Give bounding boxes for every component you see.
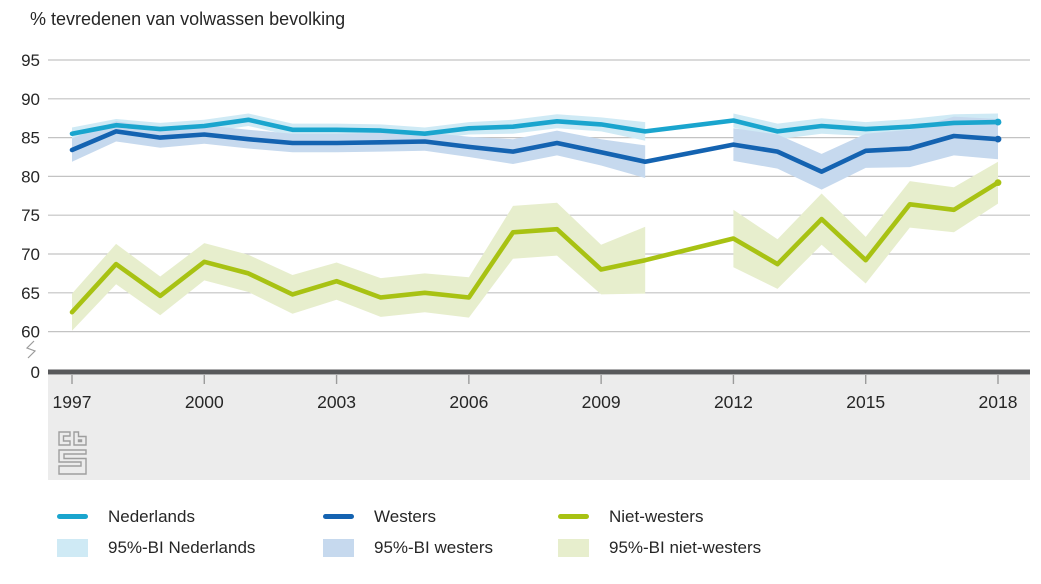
legend-band-swatch-ci-niet-westers [558, 538, 589, 557]
x-tick-label-2000: 2000 [185, 392, 224, 412]
y-axis-break-icon [25, 340, 37, 359]
series-line-nederlands [69, 117, 1001, 136]
plot-area: 95 90 85 80 75 70 65 60 0 1997 2000 2003 2006 2009 201… [21, 51, 1030, 480]
legend-item-nederlands: Nederlands [57, 506, 195, 527]
x-tick-label-1997: 1997 [53, 392, 92, 412]
y-tick-label-90: 90 [21, 90, 40, 109]
cbs-logo-s [58, 449, 87, 475]
x-tick-label-2009: 2009 [582, 392, 621, 412]
x-tick-label-2018: 2018 [979, 392, 1018, 412]
legend-label-ci-niet-westers: 95%-BI niet-westers [609, 537, 762, 557]
y-tick-label-65: 65 [21, 284, 40, 303]
y-tick-label-95: 95 [21, 51, 40, 70]
y-tick-label-75: 75 [21, 206, 40, 225]
x-tick-label-2003: 2003 [317, 392, 356, 412]
legend-line-swatch-westers [323, 514, 354, 519]
ci-band-niet-westers-seg0 [72, 202, 646, 331]
cbs-logo-c [58, 431, 71, 446]
legend-item-ci-nederlands: 95%-BI Nederlands [57, 537, 255, 558]
legend-line-swatch-nederlands [57, 514, 88, 519]
x-axis-footer-band [48, 375, 1030, 480]
series-line-niet-westers [69, 180, 1001, 315]
legend-label-westers: Westers [374, 506, 437, 526]
legend-label-ci-nederlands: 95%-BI Nederlands [108, 537, 256, 557]
ci-band-nederlands-seg0 [72, 113, 646, 141]
endpoint-dot-westers [994, 135, 1002, 143]
y-tick-label-60: 60 [21, 323, 40, 342]
chart-title: % tevredenen van volwassen bevolking [30, 9, 346, 29]
legend-item-niet-westers: Niet-westers [558, 506, 703, 527]
y-tick-label-85: 85 [21, 129, 40, 148]
ci-band-niet-westers-seg1 [733, 161, 998, 289]
legend-item-westers: Westers [323, 506, 436, 527]
series-line-westers [69, 129, 1001, 174]
legend-item-ci-westers: 95%-BI westers [323, 537, 493, 558]
cbs-logo [58, 431, 87, 475]
legend-label-niet-westers: Niet-westers [609, 506, 704, 526]
x-tick-label-2012: 2012 [714, 392, 753, 412]
legend-item-ci-niet-westers: 95%-BI niet-westers [558, 537, 761, 558]
legend-label-ci-westers: 95%-BI westers [374, 537, 494, 557]
legend-line-swatch-niet-westers [558, 514, 589, 519]
endpoint-dot-nederlands [994, 118, 1002, 126]
y-tick-label-80: 80 [21, 167, 40, 186]
legend-band-swatch-ci-westers [323, 538, 354, 557]
legend-label-nederlands: Nederlands [108, 506, 195, 526]
endpoint-dot-niet-westers [994, 179, 1002, 187]
x-tick-label-2015: 2015 [846, 392, 885, 412]
cbs-logo-b [73, 431, 87, 446]
x-tick-label-2006: 2006 [449, 392, 488, 412]
legend-band-swatch-ci-nederlands [57, 538, 88, 557]
y-tick-label-0: 0 [31, 363, 40, 382]
y-tick-label-70: 70 [21, 245, 40, 264]
